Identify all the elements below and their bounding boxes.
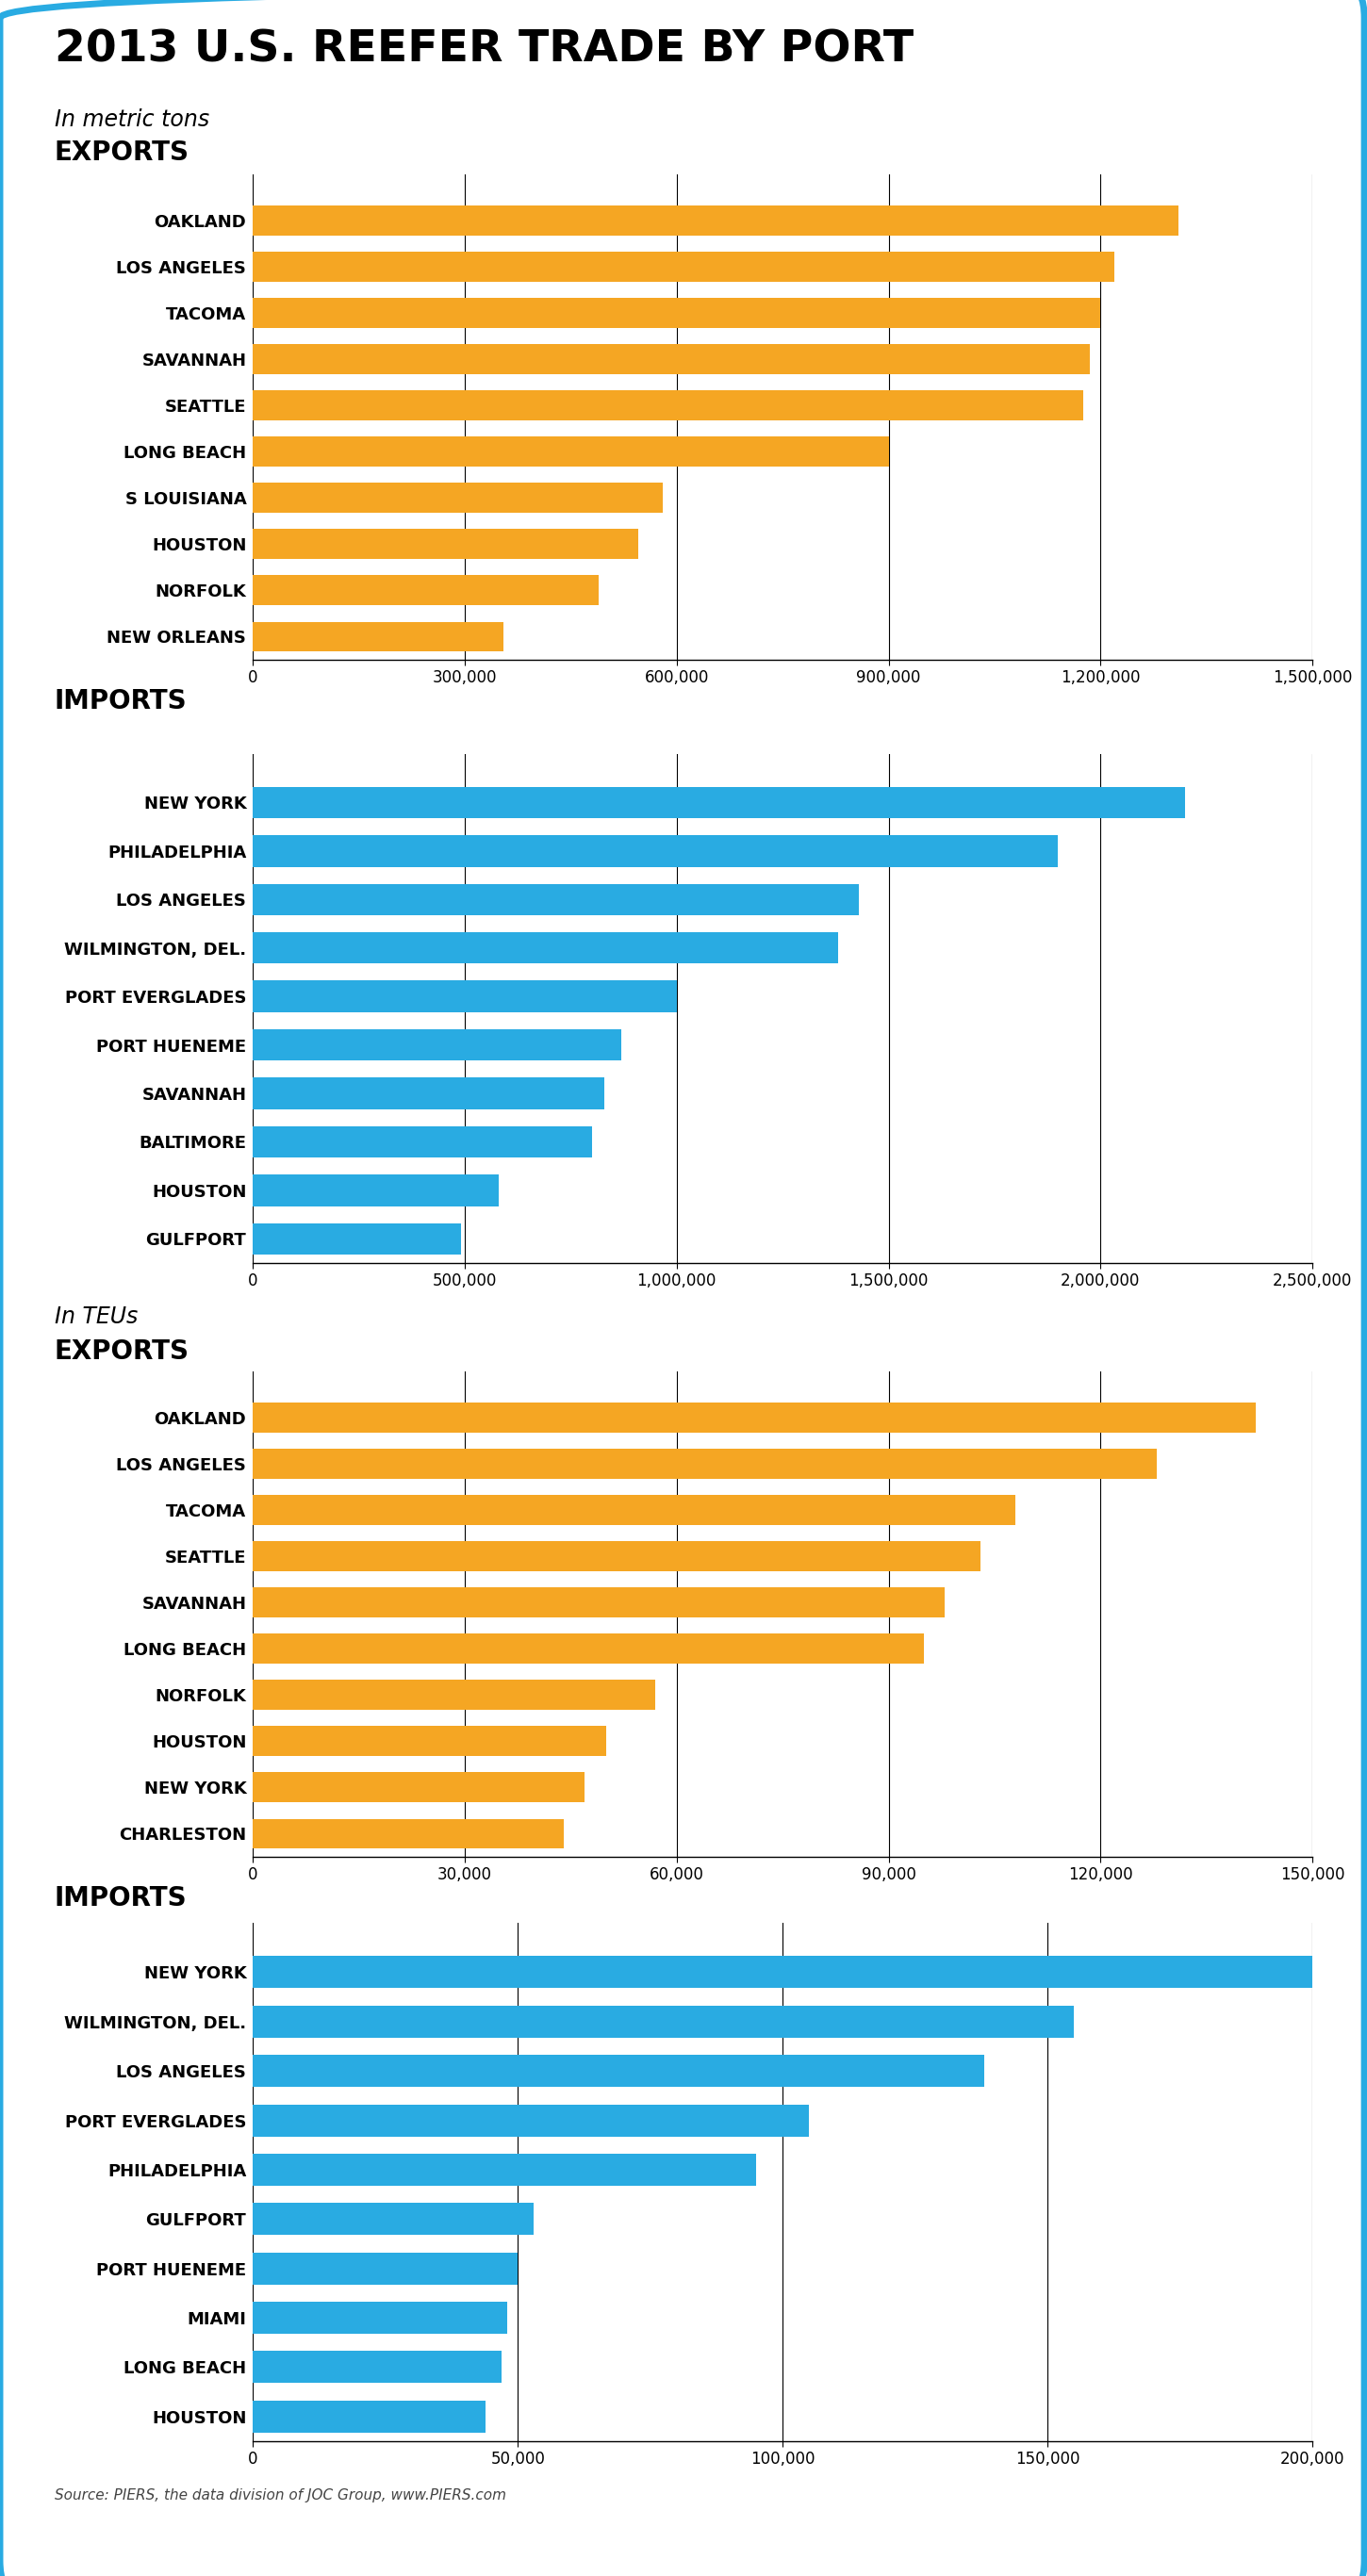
Text: EXPORTS: EXPORTS: [55, 139, 190, 165]
Bar: [253, 835, 1058, 866]
Bar: [253, 1772, 585, 1803]
Bar: [253, 933, 838, 963]
Bar: [253, 1540, 980, 1571]
Bar: [253, 1587, 945, 1618]
Bar: [253, 1633, 924, 1664]
Text: In TEUs: In TEUs: [55, 1306, 138, 1329]
Text: 2013 U.S. REEFER TRADE BY PORT: 2013 U.S. REEFER TRADE BY PORT: [55, 28, 913, 70]
Bar: [253, 1726, 606, 1757]
Bar: [253, 621, 503, 652]
Bar: [253, 1494, 1016, 1525]
Bar: [253, 299, 1100, 327]
Bar: [253, 884, 858, 914]
Bar: [253, 1401, 1256, 1432]
Bar: [253, 345, 1089, 374]
Bar: [253, 392, 1083, 420]
Text: Source: PIERS, the data division of JOC Group, www.PIERS.com: Source: PIERS, the data division of JOC …: [55, 2488, 506, 2501]
Text: IMPORTS: IMPORTS: [55, 1886, 187, 1911]
Bar: [253, 2105, 809, 2136]
Bar: [253, 1224, 461, 1255]
Bar: [253, 206, 1178, 234]
Bar: [253, 1030, 622, 1061]
Bar: [253, 2303, 507, 2334]
Bar: [253, 2056, 984, 2087]
Bar: [253, 574, 599, 605]
Bar: [253, 1955, 1312, 1989]
Text: In metric tons: In metric tons: [55, 108, 209, 131]
Bar: [253, 438, 889, 466]
Bar: [253, 1819, 563, 1850]
Bar: [253, 1175, 499, 1206]
Bar: [253, 2352, 502, 2383]
Bar: [253, 786, 1185, 819]
Bar: [253, 1448, 1156, 1479]
Bar: [253, 252, 1114, 281]
Text: EXPORTS: EXPORTS: [55, 1340, 190, 1365]
Text: IMPORTS: IMPORTS: [55, 688, 187, 714]
Bar: [253, 1077, 604, 1110]
Bar: [253, 528, 638, 559]
Bar: [253, 2401, 487, 2432]
Bar: [253, 1680, 655, 1710]
Bar: [253, 2007, 1074, 2038]
Bar: [253, 981, 677, 1012]
Bar: [253, 482, 663, 513]
Bar: [253, 2202, 533, 2236]
Bar: [253, 2251, 518, 2285]
Bar: [253, 1126, 592, 1157]
Bar: [253, 2154, 756, 2184]
